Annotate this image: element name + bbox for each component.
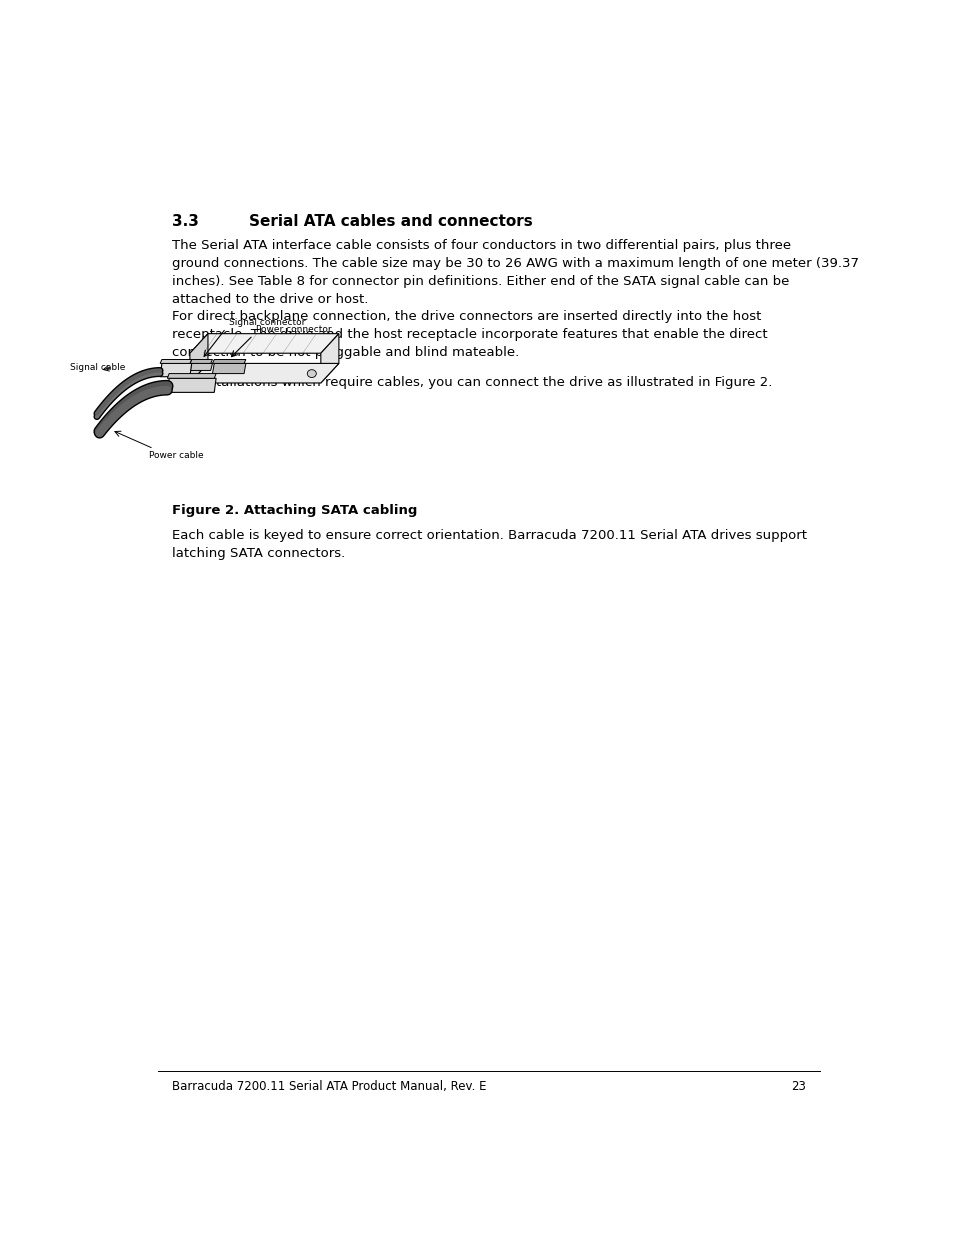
Polygon shape: [213, 363, 246, 373]
Polygon shape: [320, 333, 338, 383]
Text: Each cable is keyed to ensure correct orientation. Barracuda 7200.11 Serial ATA : Each cable is keyed to ensure correct or…: [172, 529, 806, 559]
Polygon shape: [160, 363, 192, 377]
Polygon shape: [160, 359, 192, 363]
Text: For installations which require cables, you can connect the drive as illustrated: For installations which require cables, …: [172, 377, 772, 389]
Polygon shape: [190, 363, 213, 370]
Text: 23: 23: [790, 1079, 805, 1093]
Text: Serial ATA cables and connectors: Serial ATA cables and connectors: [249, 214, 533, 228]
Text: Power connector: Power connector: [255, 326, 331, 335]
Text: Signal cable: Signal cable: [70, 363, 125, 372]
Polygon shape: [167, 378, 216, 393]
Text: Power cable: Power cable: [149, 451, 204, 461]
Text: 3.3: 3.3: [172, 214, 198, 228]
Polygon shape: [190, 333, 338, 353]
Polygon shape: [213, 359, 246, 363]
Polygon shape: [190, 333, 208, 383]
Polygon shape: [167, 373, 216, 378]
Polygon shape: [190, 363, 338, 383]
Text: Signal connector: Signal connector: [229, 319, 305, 327]
Text: The Serial ATA interface cable consists of four conductors in two differential p: The Serial ATA interface cable consists …: [172, 240, 858, 306]
Text: Barracuda 7200.11 Serial ATA Product Manual, Rev. E: Barracuda 7200.11 Serial ATA Product Man…: [172, 1079, 486, 1093]
Text: Figure 2. Attaching SATA cabling: Figure 2. Attaching SATA cabling: [172, 504, 416, 517]
Polygon shape: [190, 359, 213, 363]
Circle shape: [307, 369, 316, 378]
Text: For direct backplane connection, the drive connectors are inserted directly into: For direct backplane connection, the dri…: [172, 310, 767, 359]
